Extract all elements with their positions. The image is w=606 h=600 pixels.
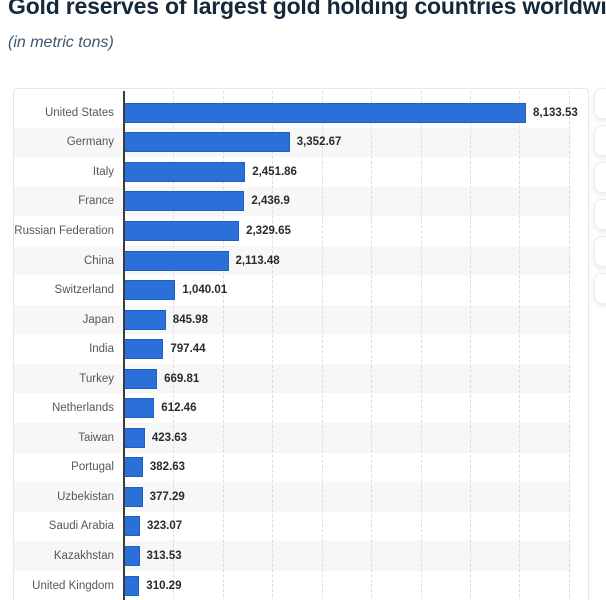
category-label: United Kingdom	[32, 579, 114, 592]
value-label: 377.29	[149, 490, 185, 503]
category-label: Netherlands	[51, 402, 114, 415]
bar[interactable]	[124, 220, 240, 241]
bar[interactable]	[124, 575, 140, 596]
chart-card: United States 8,133.53 Germany 3,352.67 Ital…	[13, 88, 589, 600]
category-label: China	[83, 254, 114, 267]
chart-row: Saudi Arabia 323.07	[14, 512, 571, 542]
toolbar-button-3[interactable]	[594, 162, 606, 193]
value-label: 612.46	[161, 402, 197, 415]
bar-zone: 2,451.86	[124, 157, 571, 187]
value-label: 669.81	[164, 372, 200, 385]
bar-zone: 2,329.65	[124, 216, 571, 246]
category-label: Germany	[66, 136, 114, 149]
bar[interactable]	[124, 191, 245, 212]
category-label: Italy	[92, 165, 114, 178]
value-label: 2,113.48	[235, 254, 280, 267]
toolbar-button-6[interactable]	[594, 273, 606, 304]
category-label: Portugal	[71, 461, 114, 474]
category-label: India	[89, 343, 114, 356]
bar[interactable]	[124, 457, 143, 478]
chart-row: Turkey 669.81	[14, 363, 571, 394]
chart-row: Italy 2,451.86	[14, 157, 571, 187]
value-label: 382.63	[149, 461, 186, 474]
bar-zone: 612.46	[124, 393, 571, 423]
category-label: United States	[44, 106, 114, 119]
chart-row: United Kingdom 310.29	[14, 571, 571, 600]
bar[interactable]	[124, 250, 229, 271]
value-label: 2,436.9	[251, 195, 290, 208]
chart-row: France 2,436.9	[14, 186, 571, 217]
bar[interactable]	[124, 486, 143, 507]
bar[interactable]	[124, 161, 246, 182]
chart-row: United States 8,133.53	[14, 98, 578, 128]
bar-zone: 3,352.67	[124, 128, 571, 158]
chart-row: Germany 3,352.67	[14, 127, 571, 158]
bar[interactable]	[124, 398, 155, 419]
value-label: 2,451.86	[252, 165, 297, 178]
category-label: Taiwan	[78, 431, 114, 444]
chart-row: Switzerland 1,040.01	[14, 275, 571, 305]
toolbar-button-4[interactable]	[594, 199, 606, 230]
toolbar-button-1[interactable]	[594, 88, 606, 119]
bar-zone: 1,040.01	[124, 275, 571, 305]
category-label: Switzerland	[54, 284, 114, 297]
value-label: 3,352.67	[296, 136, 342, 149]
toolbar-button-5[interactable]	[594, 236, 606, 267]
chart-row: Uzbekistan 377.29	[14, 482, 571, 512]
value-label: 310.29	[146, 579, 182, 592]
bar-zone: 382.63	[124, 453, 571, 483]
chart-row: China 2,113.48	[14, 245, 571, 276]
bar[interactable]	[124, 309, 166, 330]
bar-zone: 8,133.53	[124, 98, 578, 128]
bar[interactable]	[124, 102, 526, 123]
bar-zone: 669.81	[124, 364, 571, 394]
category-label: Japan	[82, 313, 114, 326]
category-label: Kazakhstan	[53, 549, 114, 562]
category-label: Uzbekistan	[57, 490, 114, 503]
category-label: France	[78, 195, 114, 208]
bar[interactable]	[124, 516, 140, 537]
chart-row: India 797.44	[14, 334, 571, 364]
chart-row: Japan 845.98	[14, 304, 571, 335]
value-label: 845.98	[172, 313, 208, 326]
value-label: 2,329.65	[246, 224, 291, 237]
chart-row: Russian Federation 2,329.65	[14, 216, 571, 246]
category-label: Russian Federation	[14, 224, 114, 237]
chart-row: Kazakhstan 313.53	[14, 541, 571, 571]
bar[interactable]	[124, 368, 158, 389]
bar-zone: 323.07	[124, 512, 571, 542]
chart-row: Portugal 382.63	[14, 453, 571, 483]
bar[interactable]	[124, 280, 176, 301]
page-subtitle: (in metric tons)	[8, 34, 114, 51]
plot-area: United States 8,133.53 Germany 3,352.67 Ital…	[14, 89, 578, 600]
value-label: 797.44	[170, 343, 206, 356]
bar-zone: 2,113.48	[124, 246, 571, 276]
y-axis-line	[123, 91, 125, 600]
bar-zone: 377.29	[124, 482, 571, 512]
bar[interactable]	[124, 427, 145, 448]
value-label: 313.53	[146, 549, 182, 562]
toolbar-button-2[interactable]	[594, 125, 606, 156]
bar-zone: 2,436.9	[124, 187, 571, 217]
bar-zone: 797.44	[124, 334, 571, 364]
page-title: Gold reserves of largest gold holding co…	[8, 0, 606, 19]
value-label: 8,133.53	[533, 106, 578, 119]
value-label: 323.07	[147, 520, 183, 533]
bar-zone: 845.98	[124, 305, 571, 335]
value-label: 423.63	[151, 431, 188, 444]
chart-row: Netherlands 612.46	[14, 393, 571, 423]
chart-row: Taiwan 423.63	[14, 423, 571, 453]
bar-zone: 313.53	[124, 541, 571, 571]
bar[interactable]	[124, 545, 140, 566]
value-label: 1,040.01	[182, 284, 228, 297]
category-label: Saudi Arabia	[48, 520, 114, 533]
category-label: Turkey	[79, 372, 114, 385]
bar-zone: 310.29	[124, 571, 571, 600]
bar[interactable]	[124, 132, 290, 153]
bar[interactable]	[124, 339, 164, 360]
bar-zone: 423.63	[124, 423, 571, 453]
chart-rows: United States 8,133.53 Germany 3,352.67 Ital…	[14, 98, 578, 600]
